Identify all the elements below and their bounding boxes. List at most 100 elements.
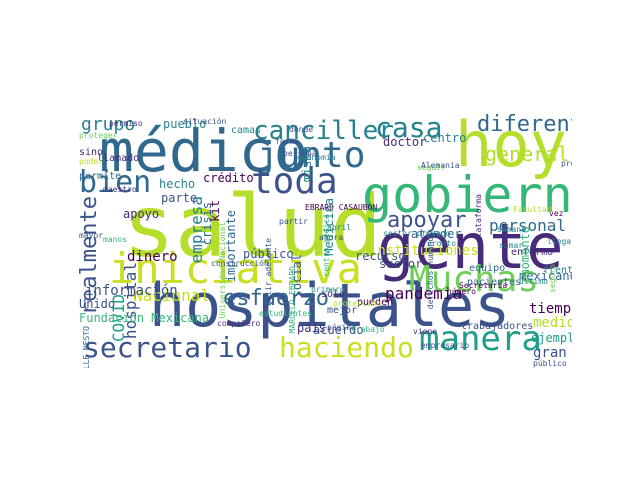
- cloud-word: gobierno: [362, 166, 572, 224]
- cloud-word: hospitales: [149, 271, 511, 341]
- cloud-word: abril: [327, 223, 352, 232]
- cloud-word: casa: [375, 114, 443, 144]
- cloud-word: VALLE NESTO: [82, 326, 91, 368]
- cloud-word: personal: [489, 216, 567, 235]
- cloud-word: centro médico: [322, 214, 331, 277]
- cloud-word: salir adelante: [264, 238, 273, 306]
- cloud-word: último: [519, 277, 548, 286]
- cloud-word: tiempo: [529, 301, 572, 317]
- cloud-word: sólo: [321, 289, 346, 300]
- cloud-word: primero: [311, 285, 345, 294]
- cloud-word: mexicano: [519, 269, 572, 283]
- cloud-word: mayor: [79, 231, 104, 240]
- cloud-word: vez: [549, 209, 564, 218]
- cloud-word: Muchas: [409, 259, 540, 300]
- cloud-word: camas: [231, 125, 262, 136]
- cloud-word: kit: [208, 200, 222, 222]
- cloud-word: general: [485, 142, 570, 166]
- cloud-word: pueblo: [163, 117, 207, 131]
- cloud-word: seguir: [417, 163, 446, 172]
- cloud-word: poder: [79, 157, 104, 166]
- cloud-word: toda: [251, 161, 338, 202]
- cloud-word: persona: [283, 149, 317, 158]
- cloud-word: pueden: [357, 297, 394, 308]
- cloud-word: equipo: [469, 263, 506, 274]
- cloud-word: público: [243, 247, 294, 261]
- cloud-word: pandemia: [385, 284, 463, 303]
- cloud-word: esfuerzo: [223, 286, 329, 311]
- cloud-word: junto: [257, 135, 366, 176]
- cloud-word: Secretaría: [459, 281, 508, 290]
- cloud-word: llamado: [97, 153, 140, 164]
- cloud-word: bien: [79, 165, 152, 200]
- cloud-word: estudiantes: [259, 309, 312, 318]
- cloud-word: llegar: [547, 237, 572, 246]
- cloud-word: forma: [275, 137, 300, 146]
- cloud-word: semana: [497, 225, 526, 234]
- cloud-word: Unido: [79, 297, 116, 311]
- cloud-word: grupo: [81, 114, 136, 135]
- cloud-word: permite: [79, 171, 122, 182]
- cloud-word: enfermo: [511, 247, 554, 258]
- cloud-word: empresario: [421, 341, 470, 350]
- cloud-word: situación: [183, 117, 227, 126]
- cloud-word: acuerdo: [313, 323, 364, 337]
- cloud-word: proteger: [79, 131, 118, 140]
- cloud-word: atender: [411, 227, 462, 241]
- cloud-word: información: [85, 283, 178, 299]
- cloud-word: medida: [533, 315, 572, 331]
- cloud-word: crédito: [203, 171, 254, 185]
- cloud-word: país: [297, 321, 326, 335]
- cloud-word: canciller: [253, 116, 394, 146]
- cloud-word: manos: [103, 235, 128, 244]
- cloud-word: ejemplo: [531, 331, 572, 345]
- cloud-word: médico: [99, 117, 309, 185]
- cloud-word: Nacional: [133, 286, 211, 305]
- cloud-word: diferente: [477, 114, 572, 137]
- cloud-word: EBRARD CASAUBÓN: [305, 203, 378, 212]
- cloud-word: protección: [333, 299, 382, 308]
- cloud-word: instituciones: [369, 243, 479, 259]
- cloud-word: ahora: [319, 233, 344, 242]
- cloud-word: mejor: [327, 305, 358, 316]
- cloud-word: iniciativa: [109, 244, 362, 293]
- cloud-word: economía: [297, 153, 336, 162]
- cloud-word: construcción: [211, 259, 269, 268]
- cloud-word: hecho: [159, 177, 196, 191]
- cloud-word: seguro: [548, 264, 557, 293]
- cloud-word: centro: [423, 131, 467, 145]
- cloud-word: haciendo: [279, 331, 414, 364]
- cloud-word: número: [447, 287, 476, 296]
- cloud-word: trabajo: [351, 325, 385, 334]
- cloud-word: gente: [377, 210, 564, 283]
- cloud-word: apoyo: [123, 207, 160, 221]
- cloud-word: sumar: [499, 241, 524, 250]
- cloud-word: secretario: [83, 331, 252, 364]
- cloud-word: dónde: [289, 125, 314, 134]
- cloud-word: permiso: [109, 119, 143, 128]
- cloud-word: dinero: [127, 249, 178, 265]
- cloud-word: trabajadores: [461, 321, 534, 332]
- cloud-word: sino: [79, 147, 104, 158]
- cloud-word: recurso: [355, 249, 406, 263]
- cloud-word: MARCELO EBRARD: [288, 266, 297, 334]
- cloud-word: Alemania: [421, 161, 460, 170]
- cloud-word: sector privado: [383, 229, 451, 238]
- cloud-word: pacientes: [467, 277, 522, 288]
- cloud-word: página: [327, 323, 356, 332]
- cloud-word: sector: [379, 257, 423, 271]
- cloud-word: manera: [419, 319, 542, 359]
- cloud-word: presupuesto: [561, 159, 572, 168]
- cloud-word: plataforma: [474, 194, 483, 243]
- cloud-word: derechos humanos: [426, 232, 435, 310]
- cloud-word: pronto: [427, 239, 456, 248]
- cloud-word: doctor: [383, 135, 427, 149]
- cloud-word: salud: [123, 177, 382, 277]
- cloud-word: Facultad: [513, 205, 552, 214]
- cloud-word: Fundación Mexicana: [79, 311, 210, 325]
- cloud-word: Universidad Nacional: [218, 222, 227, 319]
- cloud-word: frente: [543, 265, 572, 276]
- cloud-word: parte: [161, 191, 198, 205]
- cloud-word: gran: [533, 345, 567, 361]
